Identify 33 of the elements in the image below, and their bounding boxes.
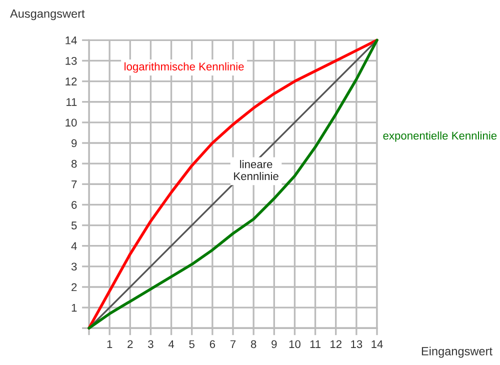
text: logarithmische Kennlinie bbox=[124, 62, 244, 73]
series-label: lineare Kennlinie bbox=[234, 160, 278, 180]
x-tick-label: 14 bbox=[372, 340, 383, 348]
x-tick-label: 2 bbox=[128, 340, 133, 348]
y-tick-label: 14 bbox=[66, 36, 77, 44]
y-tick-label: 7 bbox=[72, 180, 77, 188]
x-tick-label: 3 bbox=[148, 340, 154, 348]
x-tick-label: 10 bbox=[289, 340, 300, 348]
x-tick-label: 5 bbox=[189, 340, 194, 348]
y-tick-label: 12 bbox=[66, 78, 77, 86]
y-tick-label: 8 bbox=[72, 160, 77, 168]
text: exponentielle Kennlinie bbox=[383, 131, 497, 142]
x-tick-label: 13 bbox=[351, 340, 362, 348]
x-tick-label: 9 bbox=[272, 340, 277, 348]
x-tick-label: 1 bbox=[107, 340, 112, 348]
y-tick-label: 6 bbox=[72, 200, 77, 209]
y-tick-label: 2 bbox=[72, 283, 77, 292]
x-tick-label: 6 bbox=[210, 340, 216, 348]
y-tick-label: 9 bbox=[72, 139, 77, 148]
y-axis-title: Ausgangswert bbox=[10, 10, 85, 20]
y-tick-label: 11 bbox=[66, 98, 77, 106]
x-tick-label: 11 bbox=[310, 340, 321, 348]
x-tick-label: 7 bbox=[230, 340, 236, 348]
x-tick-label: 4 bbox=[168, 340, 174, 348]
y-tick-label: 10 bbox=[66, 118, 77, 127]
x-tick-label: 12 bbox=[330, 340, 342, 348]
y-tick-label: 5 bbox=[71, 222, 77, 230]
y-tick-label: 13 bbox=[66, 56, 77, 65]
x-tick-label: 8 bbox=[250, 340, 256, 348]
y-tick-label: 1 bbox=[72, 304, 77, 312]
x-axis-title: Eingangswert bbox=[422, 346, 492, 358]
y-tick-label: 4 bbox=[71, 242, 77, 250]
y-tick-label: 3 bbox=[71, 262, 77, 271]
